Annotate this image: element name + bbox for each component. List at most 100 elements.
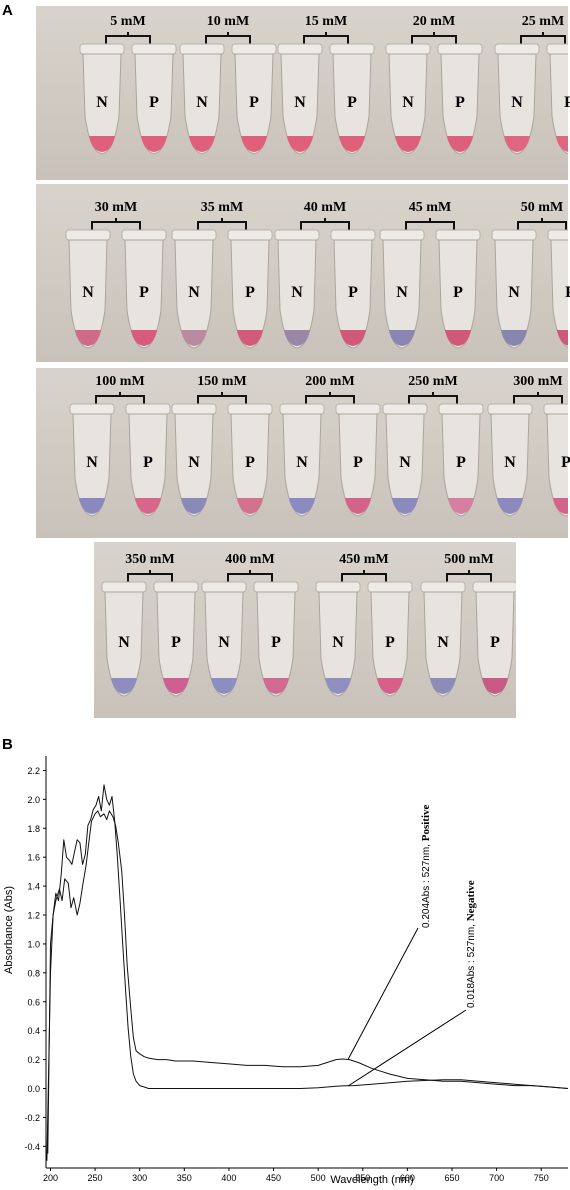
y-axis-label: Absorbance (Abs) bbox=[3, 886, 15, 974]
y-tick-label: 0.2 bbox=[27, 1055, 40, 1065]
negative-tube bbox=[101, 581, 147, 697]
positive-tube-label: P bbox=[453, 284, 463, 301]
negative-tube-label: N bbox=[291, 284, 303, 301]
negative-tube-label: N bbox=[188, 284, 200, 301]
positive-tube-label: P bbox=[245, 284, 255, 301]
x-tick-label: 600 bbox=[400, 1173, 415, 1183]
positive-tube bbox=[231, 43, 277, 155]
pair-bracket bbox=[341, 570, 387, 582]
sample-liquid bbox=[345, 498, 371, 514]
negative-tube bbox=[494, 43, 540, 155]
y-tick-label: 1.2 bbox=[27, 911, 40, 921]
pair-bracket bbox=[411, 32, 457, 44]
positive-tube-label: P bbox=[271, 634, 281, 651]
positive-tube-label: P bbox=[565, 284, 570, 302]
chart-axes: 2.2 2.0 1.8 1.6 1.4 1.2 1.0 0.8 0.6 0.4 0.2 0.0 -0.2… bbox=[24, 756, 568, 1183]
chart-series bbox=[46, 784, 569, 1161]
pair-bracket bbox=[520, 32, 566, 44]
negative-tube bbox=[379, 229, 425, 349]
sample-liquid bbox=[263, 678, 289, 694]
sample-liquid bbox=[287, 136, 313, 152]
annotation-label: 0.204Abs : 527nm, Positive bbox=[420, 804, 432, 928]
positive-tube-label: P bbox=[564, 94, 570, 111]
negative-tube-label: N bbox=[188, 454, 200, 471]
positive-tube bbox=[438, 403, 484, 517]
sample-liquid bbox=[504, 136, 530, 152]
negative-tube-label: N bbox=[399, 454, 411, 471]
x-tick-label: 350 bbox=[177, 1173, 192, 1183]
negative-tube bbox=[79, 43, 125, 155]
negative-tube-label: N bbox=[118, 634, 130, 651]
sample-liquid bbox=[448, 498, 474, 514]
pair-bracket bbox=[513, 392, 563, 404]
negative-tube bbox=[201, 581, 247, 697]
positive-tube bbox=[131, 43, 177, 155]
sample-liquid bbox=[181, 498, 207, 514]
y-tick-label: 1.8 bbox=[27, 824, 40, 834]
concentration-label: 300 mM bbox=[513, 374, 563, 389]
pair-bracket bbox=[197, 392, 247, 404]
positive-tube-label: P bbox=[139, 284, 149, 301]
tube-strip-row-1: N P 5 mM N P 10 mM N P 15 mM N P 20 mM N P 25 mM bbox=[36, 6, 570, 180]
positive-tube-label: P bbox=[245, 454, 255, 471]
pair-bracket bbox=[127, 570, 173, 582]
positive-tube bbox=[227, 403, 273, 517]
negative-tube bbox=[69, 403, 115, 517]
pair-bracket bbox=[305, 392, 355, 404]
tube-strip-row-3: N P 100 mM N P 150 mM N P 200 mM N P 250 mM N P 300 mM bbox=[36, 368, 570, 538]
negative-tube bbox=[171, 403, 217, 517]
sample-liquid bbox=[501, 330, 527, 346]
positive-tube bbox=[437, 43, 483, 155]
x-tick-label: 400 bbox=[221, 1173, 236, 1183]
y-tick-label: 2.2 bbox=[27, 766, 40, 776]
negative-tube bbox=[277, 43, 323, 155]
panel-a-letter: A bbox=[2, 2, 13, 19]
pair-bracket bbox=[205, 32, 251, 44]
x-tick-label: 450 bbox=[266, 1173, 281, 1183]
sample-liquid bbox=[284, 330, 310, 346]
negative-tube bbox=[279, 403, 325, 517]
sample-liquid bbox=[556, 136, 568, 152]
series-line-2 bbox=[47, 784, 569, 1154]
sample-liquid bbox=[389, 330, 415, 346]
negative-tube bbox=[315, 581, 361, 697]
concentration-label: 150 mM bbox=[197, 374, 247, 389]
negative-tube bbox=[382, 403, 428, 517]
concentration-label: 350 mM bbox=[125, 552, 175, 567]
sample-liquid bbox=[553, 498, 568, 514]
y-tick-label: -0.4 bbox=[24, 1142, 40, 1152]
concentration-label: 20 mM bbox=[412, 14, 456, 29]
sample-liquid bbox=[289, 498, 315, 514]
positive-tube bbox=[329, 43, 375, 155]
sample-liquid bbox=[497, 498, 523, 514]
negative-tube-label: N bbox=[86, 454, 98, 471]
sample-liquid bbox=[211, 678, 237, 694]
concentration-label: 10 mM bbox=[206, 14, 250, 29]
negative-tube-label: N bbox=[82, 284, 94, 301]
sample-liquid bbox=[131, 330, 157, 346]
x-tick-label: 700 bbox=[489, 1173, 504, 1183]
negative-tube-label: N bbox=[511, 94, 523, 111]
concentration-label: 400 mM bbox=[225, 552, 275, 567]
y-tick-label: 0.0 bbox=[27, 1084, 40, 1094]
negative-tube-label: N bbox=[396, 284, 408, 301]
annotation-label: 0.018Abs : 527nm, Negative bbox=[465, 880, 477, 1008]
pair-bracket bbox=[227, 570, 273, 582]
positive-tube bbox=[367, 581, 413, 697]
sample-liquid bbox=[75, 330, 101, 346]
positive-tube-label: P bbox=[385, 634, 395, 651]
negative-tube-label: N bbox=[96, 94, 108, 111]
tube-strip-row-4: N P 350 mM N P 400 mM N P 450 mM N P 500 mM bbox=[94, 542, 516, 718]
sample-liquid bbox=[392, 498, 418, 514]
sample-liquid bbox=[325, 678, 351, 694]
negative-tube-label: N bbox=[332, 634, 344, 651]
negative-tube bbox=[274, 229, 320, 349]
pair-bracket bbox=[197, 218, 247, 230]
sample-liquid bbox=[89, 136, 115, 152]
positive-tube-label: P bbox=[490, 634, 500, 651]
pair-bracket bbox=[408, 392, 458, 404]
sample-liquid bbox=[79, 498, 105, 514]
x-tick-label: 300 bbox=[132, 1173, 147, 1183]
positive-tube bbox=[435, 229, 481, 349]
y-tick-label: 1.6 bbox=[27, 853, 40, 863]
